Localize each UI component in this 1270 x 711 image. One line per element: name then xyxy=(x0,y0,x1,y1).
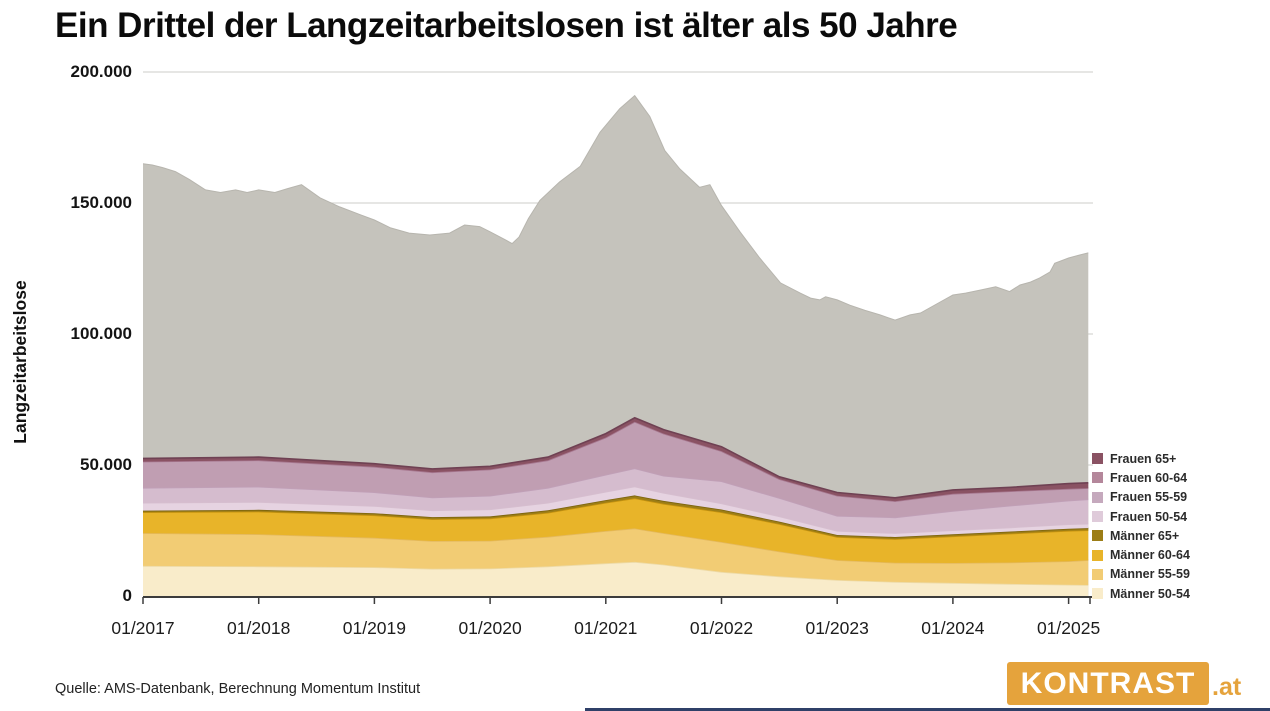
legend-item: Männer 50-54 xyxy=(1092,584,1190,603)
x-tick-label: 01/2022 xyxy=(689,618,754,638)
legend-swatch xyxy=(1092,530,1103,542)
legend-label: Männer 50-54 xyxy=(1110,586,1190,601)
legend-label: Frauen 55-59 xyxy=(1110,490,1188,505)
x-tick-label: 01/2020 xyxy=(458,618,522,638)
x-tick-label: 01/2024 xyxy=(921,618,985,638)
kontrast-logo: KONTRAST xyxy=(1007,662,1209,705)
chart-legend: Frauen 65+ Frauen 60-64 Frauen 55-59 Frauen… xyxy=(1092,449,1190,603)
legend-swatch xyxy=(1092,568,1103,580)
y-tick-label: 150.000 xyxy=(70,193,132,212)
legend-item: Männer 65+ xyxy=(1092,526,1190,545)
chart-title: Ein Drittel der Langzeitarbeitslosen ist… xyxy=(55,6,958,45)
legend-swatch xyxy=(1092,588,1103,600)
legend-label: Frauen 65+ xyxy=(1110,451,1177,466)
legend-item: Frauen 55-59 xyxy=(1092,488,1190,507)
y-axis-title: Langzeitarbeitslose xyxy=(10,280,30,444)
legend-label: Männer 65+ xyxy=(1110,528,1180,543)
x-tick-label: 01/2019 xyxy=(342,618,407,638)
legend-item: Männer 55-59 xyxy=(1092,565,1190,584)
legend-item: Frauen 60-64 xyxy=(1092,468,1190,487)
source-note: Quelle: AMS-Datenbank, Berechnung Moment… xyxy=(55,681,421,697)
legend-item: Frauen 50-54 xyxy=(1092,507,1190,526)
legend-swatch xyxy=(1092,491,1103,503)
legend-swatch xyxy=(1092,511,1103,523)
legend-item: Männer 60-64 xyxy=(1092,545,1190,564)
y-tick-label: 0 xyxy=(122,586,132,605)
x-tick-label: 01/2018 xyxy=(227,618,291,638)
y-tick-label: 100.000 xyxy=(70,324,132,343)
bottom-accent-bar xyxy=(585,708,1270,711)
legend-swatch xyxy=(1092,453,1103,465)
legend-swatch xyxy=(1092,472,1103,484)
legend-label: Männer 55-59 xyxy=(1110,567,1190,582)
y-tick-label: 200.000 xyxy=(70,62,132,81)
legend-label: Frauen 50-54 xyxy=(1110,509,1188,524)
legend-label: Frauen 60-64 xyxy=(1110,470,1188,485)
kontrast-logo-text: KONTRAST xyxy=(1020,666,1196,700)
x-tick-label: 01/2023 xyxy=(805,618,869,638)
y-tick-label: 50.000 xyxy=(80,455,132,474)
legend-item: Frauen 65+ xyxy=(1092,449,1190,468)
x-tick-label: 01/2017 xyxy=(111,618,175,638)
legend-label: Männer 60-64 xyxy=(1110,548,1190,563)
x-tick-label: 01/2025 xyxy=(1036,618,1101,638)
x-tick-label: 01/2021 xyxy=(574,618,638,638)
legend-swatch xyxy=(1092,549,1103,561)
kontrast-logo-tld: .at xyxy=(1212,673,1242,701)
